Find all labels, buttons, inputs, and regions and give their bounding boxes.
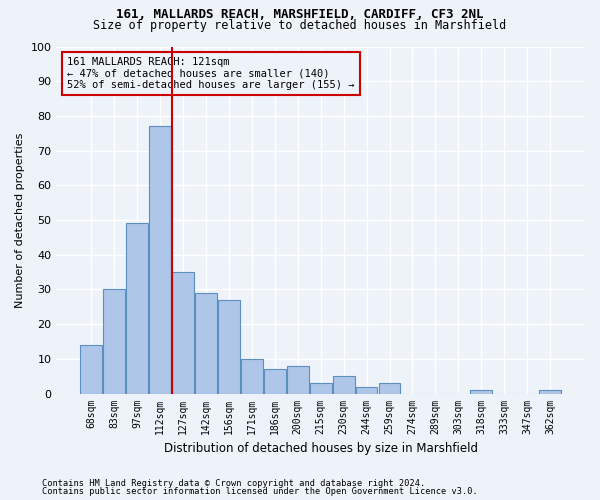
Bar xyxy=(264,370,286,394)
Bar xyxy=(218,300,240,394)
Bar xyxy=(539,390,561,394)
Bar xyxy=(195,293,217,394)
Bar xyxy=(333,376,355,394)
Bar xyxy=(241,359,263,394)
Bar xyxy=(356,386,377,394)
Bar xyxy=(310,383,332,394)
Bar xyxy=(149,126,171,394)
Text: 161, MALLARDS REACH, MARSHFIELD, CARDIFF, CF3 2NL: 161, MALLARDS REACH, MARSHFIELD, CARDIFF… xyxy=(116,8,484,20)
Bar xyxy=(127,224,148,394)
Text: Contains HM Land Registry data © Crown copyright and database right 2024.: Contains HM Land Registry data © Crown c… xyxy=(42,478,425,488)
Text: Contains public sector information licensed under the Open Government Licence v3: Contains public sector information licen… xyxy=(42,487,478,496)
Bar xyxy=(172,272,194,394)
Bar xyxy=(287,366,308,394)
Bar xyxy=(470,390,492,394)
Text: 161 MALLARDS REACH: 121sqm
← 47% of detached houses are smaller (140)
52% of sem: 161 MALLARDS REACH: 121sqm ← 47% of deta… xyxy=(67,57,355,90)
Bar xyxy=(103,290,125,394)
Bar xyxy=(80,345,102,394)
Text: Size of property relative to detached houses in Marshfield: Size of property relative to detached ho… xyxy=(94,18,506,32)
Y-axis label: Number of detached properties: Number of detached properties xyxy=(15,132,25,308)
Bar xyxy=(379,383,400,394)
X-axis label: Distribution of detached houses by size in Marshfield: Distribution of detached houses by size … xyxy=(164,442,478,455)
